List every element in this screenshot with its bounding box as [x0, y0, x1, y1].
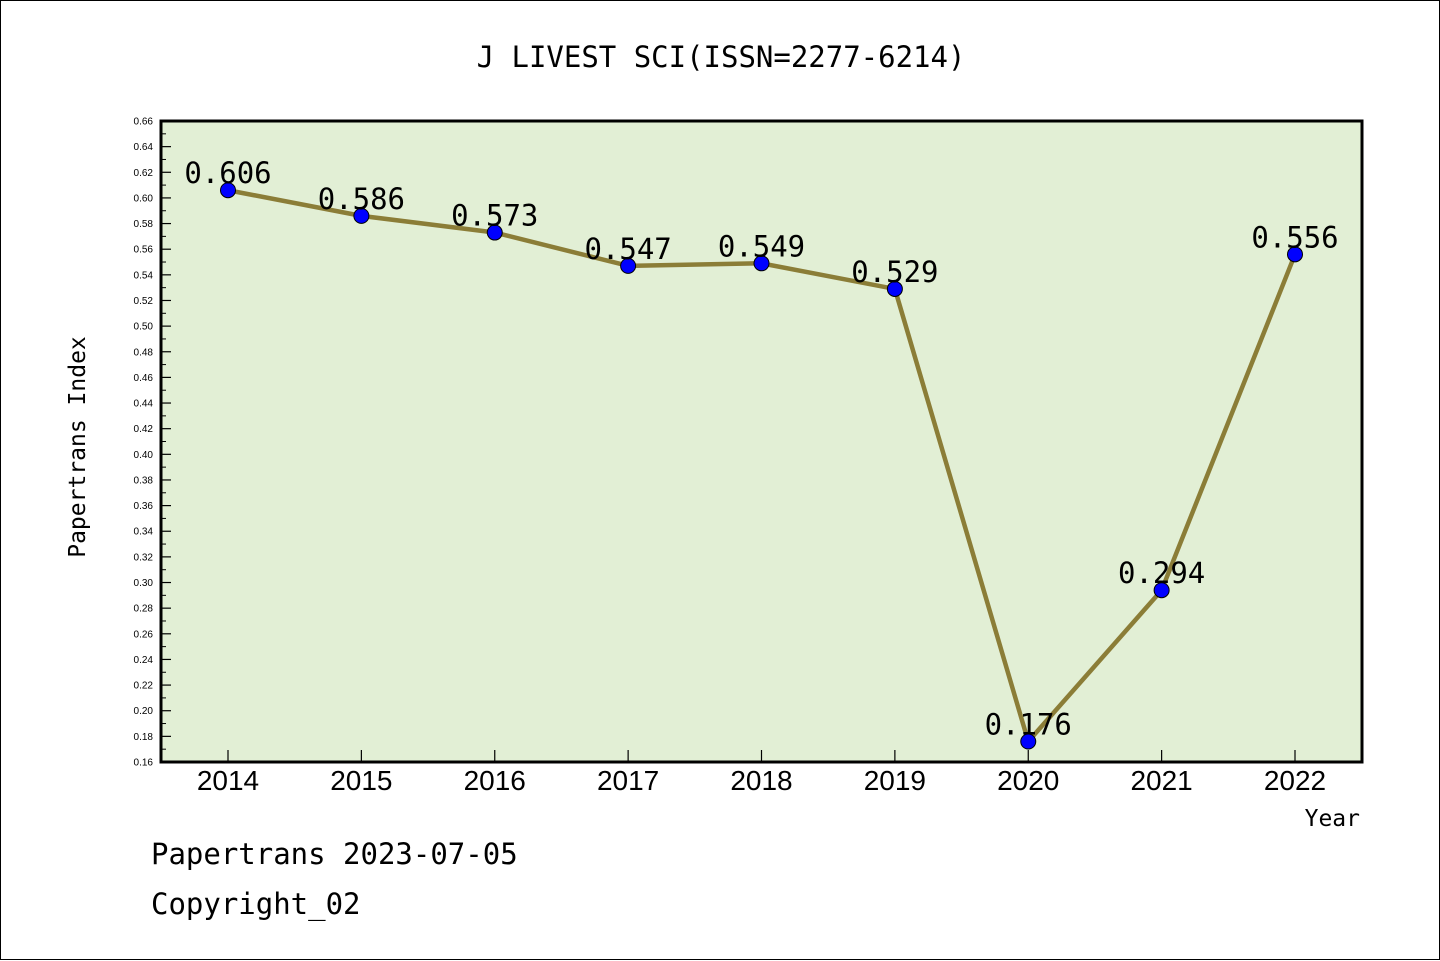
data-point — [1020, 733, 1037, 750]
data-point — [220, 182, 236, 199]
y-tick-label: 0.62 — [134, 168, 154, 179]
y-tick-label: 0.34 — [134, 527, 154, 538]
y-tick-label: 0.18 — [134, 732, 154, 743]
y-tick-label: 0.28 — [134, 604, 154, 615]
x-tick-label: 2021 — [1130, 765, 1192, 796]
footer-copyright: Copyright_02 — [151, 887, 361, 921]
y-tick-label: 0.36 — [134, 501, 154, 512]
data-point — [1153, 582, 1170, 599]
x-tick-label: 2015 — [330, 765, 392, 796]
y-tick-label: 0.32 — [134, 552, 154, 563]
data-label: 0.573 — [451, 199, 538, 233]
y-tick-label: 0.20 — [134, 706, 154, 717]
x-tick-label: 2017 — [597, 765, 659, 796]
data-label: 0.556 — [1251, 220, 1338, 254]
y-tick-label: 0.50 — [134, 322, 154, 333]
data-label: 0.294 — [1118, 556, 1205, 590]
y-axis-label: Papertrans Index — [65, 336, 91, 558]
data-label: 0.549 — [718, 229, 805, 263]
chart-title: J LIVEST SCI(ISSN=2277-6214) — [477, 40, 966, 74]
data-point — [753, 255, 770, 272]
x-tick-label: 2022 — [1264, 765, 1326, 796]
y-tick-label: 0.64 — [134, 142, 154, 153]
y-tick-label: 0.54 — [134, 270, 154, 281]
x-axis: 2014 2015 2016 2017 2018 2019 2020 2021 2022 — [197, 750, 1326, 796]
y-axis: 0.16 0.18 0.20 0.22 0.24 0.26 0.28 0.30 0.32 0.34… — [134, 117, 171, 769]
footer-date-line: Papertrans 2023-07-05 — [151, 837, 518, 871]
y-tick-label: 0.58 — [134, 219, 154, 230]
data-point — [620, 257, 637, 274]
y-tick-label: 0.56 — [134, 245, 154, 256]
plot-border — [159, 119, 1364, 764]
data-point — [1287, 246, 1303, 263]
data-label: 0.606 — [184, 156, 271, 190]
data-label: 0.176 — [985, 707, 1072, 741]
y-tick-label: 0.40 — [134, 450, 154, 461]
y-tick-label: 0.38 — [134, 475, 154, 486]
y-tick-label: 0.42 — [134, 424, 154, 435]
y-tick-label: 0.48 — [134, 347, 154, 358]
data-point — [486, 224, 503, 241]
y-tick-label: 0.46 — [134, 373, 154, 384]
x-axis-label: Year — [1305, 806, 1360, 832]
y-tick-label: 0.16 — [134, 758, 154, 769]
data-point — [353, 207, 370, 224]
y-tick-label: 0.44 — [134, 399, 154, 410]
data-label: 0.529 — [851, 255, 938, 289]
x-tick-label: 2019 — [864, 765, 926, 796]
y-tick-label: 0.66 — [134, 117, 154, 128]
y-tick-label: 0.30 — [134, 578, 154, 589]
series-group: 0.606 0.586 0.573 0.547 0.549 0.529 0.176 0.294… — [184, 156, 1339, 750]
y-tick-label: 0.24 — [134, 655, 154, 666]
plot-area — [161, 121, 1362, 762]
y-tick-label: 0.52 — [134, 296, 154, 307]
data-label: 0.547 — [584, 232, 671, 266]
x-tick-label: 2014 — [197, 765, 259, 796]
data-label: 0.586 — [318, 182, 405, 216]
x-tick-label: 2018 — [730, 765, 792, 796]
x-tick-label: 2016 — [464, 765, 526, 796]
x-tick-label: 2020 — [997, 765, 1059, 796]
y-tick-label: 0.22 — [134, 681, 154, 692]
data-point — [886, 280, 903, 297]
y-tick-label: 0.26 — [134, 629, 154, 640]
y-tick-label: 0.60 — [134, 193, 154, 204]
